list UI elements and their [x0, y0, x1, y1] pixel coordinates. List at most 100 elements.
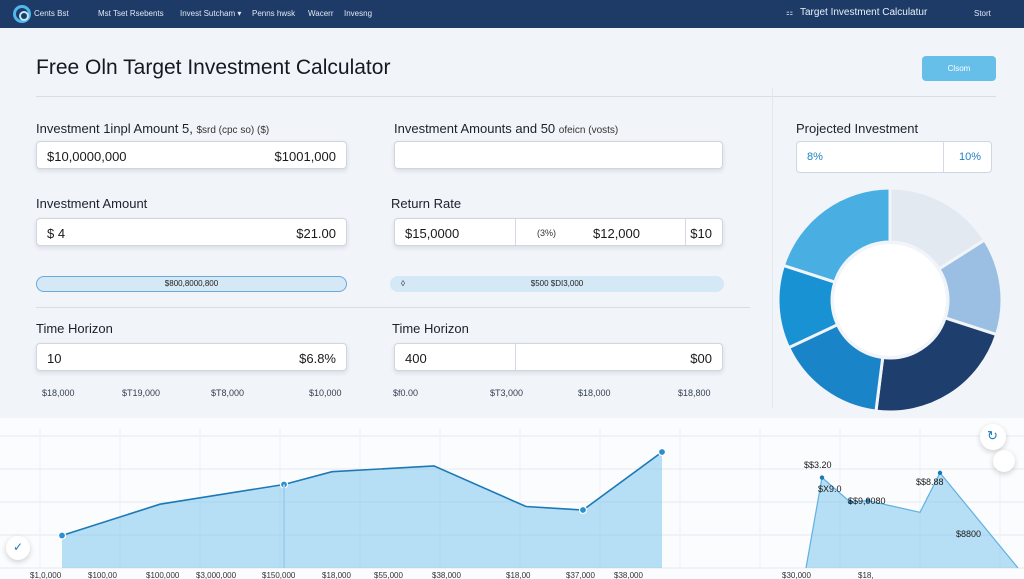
time-horizon-input[interactable]: 10 $6.8%	[36, 343, 347, 371]
mid-tick: $f0.00	[393, 388, 419, 398]
mid-tick: $T3,000	[490, 388, 524, 398]
data-point	[865, 498, 871, 503]
return-slider-text: $500 $DI3,000	[530, 279, 584, 288]
x-tick-label: $18,000	[322, 571, 351, 579]
time-horizon-value-2: 400	[405, 351, 427, 366]
data-label: $8800	[956, 529, 981, 539]
time-horizon-value: 10	[47, 351, 62, 366]
initial-amount-label-hint: $srd (cpc so) ($)	[196, 125, 270, 136]
section-divider	[36, 307, 750, 308]
nav-item-4[interactable]: Wacerr	[308, 9, 334, 18]
investment-amount-input[interactable]: $ 4 $21.00	[36, 218, 347, 246]
return-rate-amount: $12,000	[593, 226, 640, 241]
return-rate-label: Return Rate	[391, 196, 462, 211]
return-rate-percent: (3%)	[537, 228, 557, 238]
title-divider	[36, 96, 996, 97]
projection-donut-chart	[776, 186, 1004, 414]
initial-amount-target: $1001,000	[274, 149, 336, 164]
left-tick: $T8,000	[211, 388, 245, 398]
area-fill-2	[806, 472, 1018, 568]
x-tick-label: $38,000	[432, 571, 461, 579]
secondary-float-button[interactable]	[993, 450, 1015, 472]
investment-amount-label: Investment Amount	[36, 196, 148, 211]
amounts-label: Investment Amounts and 50 ofeicn (vosts)	[394, 121, 618, 136]
data-point	[819, 475, 825, 480]
amounts-label-text: Investment Amounts and 50	[394, 121, 556, 136]
nav-item-1[interactable]: Mst Tset Rsebents	[98, 9, 164, 18]
calculate-button[interactable]: Clsom	[922, 56, 996, 81]
donut-hole	[834, 244, 946, 356]
return-slider[interactable]: ◊ $500 $DI3,000	[390, 276, 724, 292]
field-divider	[943, 142, 944, 172]
refresh-button[interactable]: ↻	[980, 424, 1006, 450]
time-horizon-rate: $6.8%	[299, 351, 336, 366]
projected-rate-high: 10%	[958, 151, 981, 163]
brand-title[interactable]: Target Investment Calculatur	[800, 7, 928, 18]
calculator-panel: Free Oln Target Investment Calculator Cl…	[0, 28, 1024, 418]
data-point	[847, 499, 853, 505]
x-tick-label: $3,000,000	[196, 571, 237, 579]
field-divider	[685, 219, 686, 245]
return-rate-value: $15,0000	[405, 226, 460, 241]
x-tick-label: $100,00	[88, 571, 117, 579]
data-point	[578, 505, 588, 515]
return-rate-extra: $10	[690, 226, 712, 241]
time-horizon-input-2[interactable]: 400 $00	[394, 343, 723, 371]
time-horizon-label: Time Horizon	[36, 321, 113, 336]
left-tick: $T19,000	[122, 388, 161, 398]
check-button[interactable]: ✓	[6, 536, 30, 560]
time-horizon-label-2: Time Horizon	[392, 321, 469, 336]
search-link[interactable]: Stort	[974, 9, 991, 18]
amounts-label-hint: ofeicn (vosts)	[558, 125, 619, 136]
growth-area-chart: $$3.20 $X9.0 $$9,0080 $$8.88 $8800 $1,0,000 $1…	[0, 428, 1024, 579]
nav-item-3[interactable]: Penns hwsk	[252, 9, 296, 18]
calculator-icon: ⚏	[786, 8, 794, 17]
growth-chart: $$3.20 $X9.0 $$9,0080 $$8.88 $8800 $1,0,000 $1…	[0, 418, 1024, 579]
amount-slider[interactable]: $800,8000,800	[36, 276, 347, 292]
projected-rate-low: 8%	[807, 151, 823, 163]
x-tick-label: $55,000	[374, 571, 403, 579]
x-tick-label: $1,0,000	[30, 571, 62, 579]
donut-slice	[874, 316, 999, 414]
app-logo-icon[interactable]	[13, 5, 31, 23]
projected-rate-input[interactable]: 8% 10%	[796, 141, 992, 173]
data-point	[657, 447, 667, 457]
area-fill	[62, 452, 662, 568]
slider-handle-icon[interactable]: ◊	[401, 279, 405, 288]
time-horizon-right-2: $00	[690, 351, 712, 366]
data-point	[57, 531, 67, 540]
x-tick-label: $37,000	[566, 571, 595, 579]
top-nav-bar: Cents Bst Mst Tset Rsebents Invest Sutch…	[0, 0, 1024, 28]
x-tick-label: $150,000	[262, 571, 296, 579]
data-point	[937, 470, 943, 476]
data-label: $$8.88	[916, 477, 944, 487]
donut-slice	[781, 186, 892, 284]
nav-item-5[interactable]: Invesng	[344, 9, 373, 18]
x-tick-label: $38,000	[614, 571, 643, 579]
investment-amount-value: $ 4	[47, 226, 66, 241]
area-line	[61, 451, 663, 537]
investment-amount-right: $21.00	[296, 226, 336, 241]
check-icon: ✓	[13, 540, 24, 554]
projected-label: Projected Investment	[796, 121, 919, 136]
x-tick-label: $100,000	[146, 571, 180, 579]
initial-amount-input[interactable]: $10,0000,000 $1001,000	[36, 141, 347, 169]
field-divider	[515, 219, 516, 245]
initial-amount-label: Investment 1inpl Amount 5, $srd (cpc so)…	[36, 121, 269, 136]
x-tick-label: $18,00	[506, 571, 531, 579]
page-title: Free Oln Target Investment Calculator	[36, 56, 391, 79]
initial-amount-label-text: Investment 1inpl Amount 5,	[36, 121, 193, 136]
refresh-icon: ↻	[987, 428, 998, 443]
column-separator	[772, 88, 773, 408]
initial-amount-value: $10,0000,000	[47, 149, 127, 164]
left-tick: $10,000	[309, 388, 342, 398]
left-tick: $18,000	[42, 388, 75, 398]
data-label: $X9.0	[818, 484, 842, 494]
amounts-input[interactable]	[394, 141, 723, 169]
nav-item-2[interactable]: Invest Sutcham ▾	[180, 9, 242, 18]
mid-tick: $18,000	[578, 388, 611, 398]
mid-tick: $18,800	[678, 388, 711, 398]
data-label: $$3.20	[804, 460, 832, 470]
data-label: $$9,0080	[848, 496, 886, 506]
return-rate-input[interactable]: $15,0000 (3%) $12,000 $10	[394, 218, 723, 246]
